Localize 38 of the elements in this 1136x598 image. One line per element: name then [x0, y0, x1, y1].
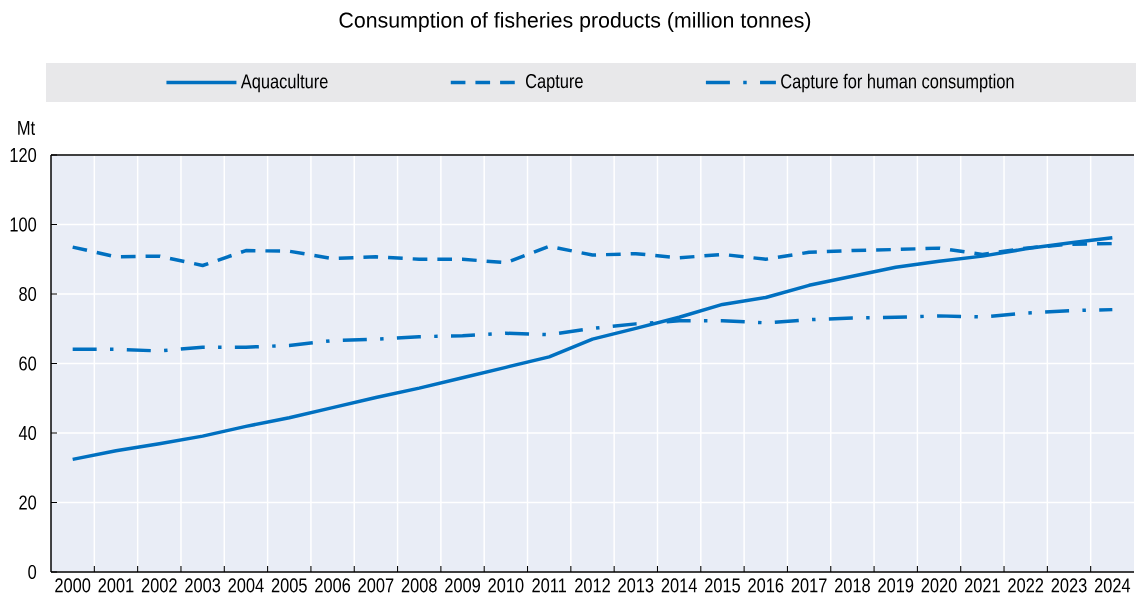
x-tick-label: 2019: [878, 578, 914, 593]
x-tick-label: 2000: [55, 578, 91, 593]
y-tick-label: 80: [19, 286, 37, 302]
y-axis-title: Mt: [18, 121, 35, 135]
x-tick-label: 2015: [705, 578, 740, 593]
x-tick-label: 2023: [1051, 578, 1087, 593]
legend-label: Capture for human consumption: [781, 73, 1014, 93]
x-tick-label: 2014: [661, 578, 697, 593]
y-tick-label: 100: [10, 217, 37, 232]
x-tick-label: 2002: [141, 578, 177, 593]
x-tick-label: 2024: [1094, 578, 1131, 593]
x-tick-label: 2022: [1008, 578, 1044, 593]
y-tick-label: 20: [19, 495, 37, 510]
x-tick-label: 2003: [185, 578, 221, 593]
x-tick-label: 2017: [791, 578, 827, 593]
x-tick-label: 2004: [228, 578, 264, 593]
x-tick-label: 2008: [401, 578, 437, 593]
y-tick-label: 0: [28, 564, 37, 580]
x-tick-label: 2018: [834, 578, 870, 593]
x-tick-label: 2009: [445, 578, 480, 593]
line-series: [70, 235, 1115, 462]
x-tick-label: 2021: [964, 578, 1000, 593]
x-tick-label: 2020: [921, 578, 957, 593]
x-tick-label: 2001: [98, 578, 134, 593]
x-tick-label: 2012: [575, 578, 610, 593]
legend-label: Aquaculture: [240, 73, 328, 93]
y-tick-label: 120: [10, 147, 37, 163]
y-tick-label: 40: [18, 425, 37, 441]
x-tick-label: 2005: [271, 578, 307, 593]
x-tick-label: 2013: [618, 578, 654, 593]
x-tick-label: 2016: [748, 578, 784, 593]
x-tick-label: 2007: [358, 578, 394, 593]
x-tick-label: 2010: [488, 578, 524, 593]
x-tick-label: 2006: [315, 578, 351, 593]
x-tick-label: 2011: [532, 578, 567, 593]
y-tick-label: 60: [19, 356, 37, 371]
chart-title: Consumption of fisheries products (million tonnes): [339, 12, 811, 32]
legend-label: Capture: [526, 73, 583, 93]
